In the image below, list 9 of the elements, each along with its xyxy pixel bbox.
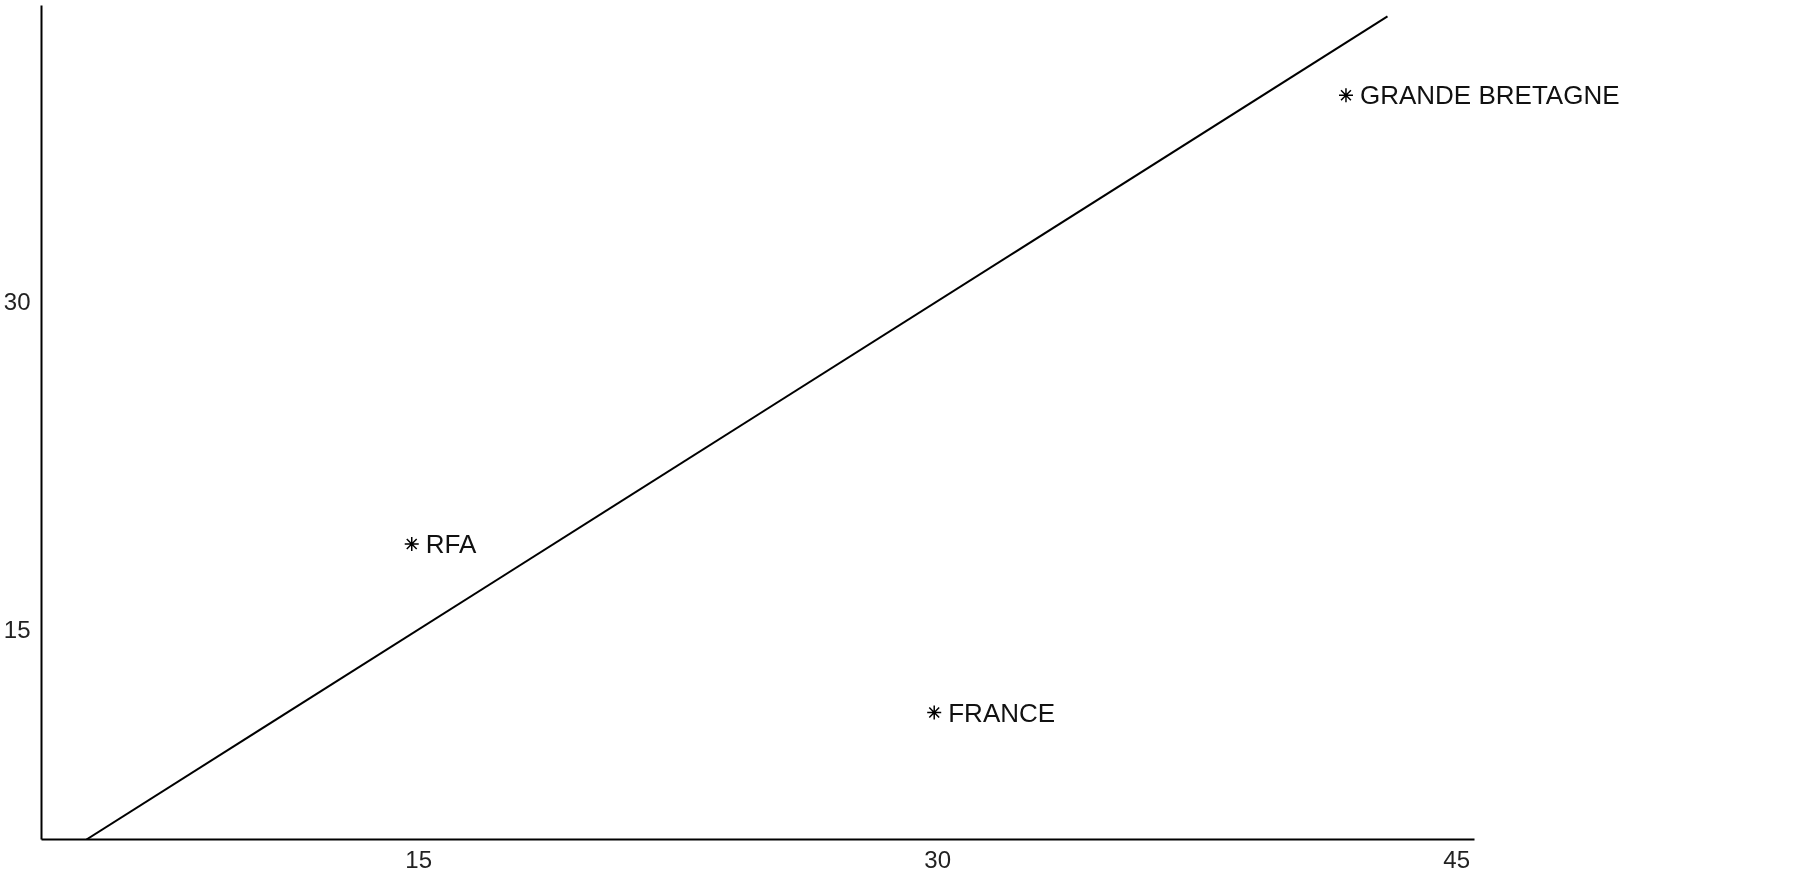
point	[926, 704, 942, 721]
x-tick-label: 15	[405, 845, 433, 873]
point	[1338, 87, 1354, 103]
x-tick-label: 30	[924, 845, 952, 873]
annotation: GRANDE BRETAGNE	[1359, 80, 1620, 111]
point	[403, 536, 420, 552]
x-tick-label: 45	[1443, 845, 1471, 873]
annotation: FRANCE	[948, 697, 1056, 728]
annotation: RFA	[425, 528, 477, 559]
